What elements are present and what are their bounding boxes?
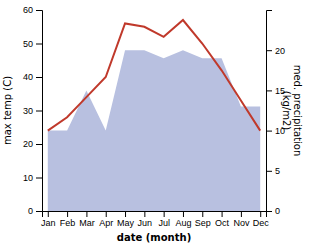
y-tick: 10 — [23, 173, 42, 183]
x-tick: Dec — [253, 211, 270, 228]
y-tick: 60 — [23, 5, 42, 15]
x-tick: May — [117, 211, 135, 228]
y2-axis-line — [267, 11, 273, 212]
x-tick-label: Jul — [158, 218, 170, 228]
y-tick: 30 — [23, 106, 42, 116]
x-tick-mark — [125, 211, 126, 217]
x-tick: Jul — [158, 211, 170, 228]
y2-tick-label: 20 — [275, 46, 285, 56]
y-tick-label: 50 — [23, 39, 33, 49]
x-tick-mark — [164, 211, 165, 217]
x-axis-line — [43, 212, 267, 218]
y2-tick-label: 5 — [275, 166, 280, 176]
x-tick: Sep — [195, 211, 211, 228]
chart: Jan FebMar Apr MayJun Jul Aug Sep OctNovDec 0 10 2… — [0, 0, 318, 247]
x-tick-label: Apr — [99, 218, 113, 228]
y-tick-label: 40 — [23, 72, 33, 82]
y2-tick-mark — [266, 211, 272, 212]
x-tick-label: May — [117, 218, 135, 228]
y-tick: 0 — [28, 206, 42, 216]
y-tick-mark — [36, 144, 42, 145]
y2-tick-mark — [266, 90, 272, 91]
x-tick-label: Aug — [175, 218, 191, 228]
x-tick-label: Jun — [138, 218, 153, 228]
y-axis: 0 10 20 30 40 50 60 — [23, 5, 43, 216]
y2-axis-title-line: med. precipitation — [292, 65, 303, 157]
x-tick: Nov — [233, 211, 250, 228]
x-axis-title: date (month) — [117, 232, 191, 243]
plot: Jan FebMar Apr MayJun Jul Aug Sep OctNovDec 0 10 2… — [23, 5, 285, 228]
y2-tick-label: 0 — [275, 206, 280, 216]
x-tick-mark — [86, 211, 87, 217]
x-tick-label: Feb — [60, 218, 76, 228]
y-tick: 40 — [23, 72, 42, 82]
x-tick-mark — [67, 211, 68, 217]
y-tick-label: 20 — [23, 139, 33, 149]
y-tick-label: 10 — [23, 173, 33, 183]
x-tick: Jan — [41, 211, 56, 228]
x-tick-mark — [260, 211, 261, 217]
y-tick-label: 30 — [23, 106, 33, 116]
x-tick: Oct — [215, 211, 230, 228]
y-tick-mark — [36, 211, 42, 212]
y2-axis-title: med. precipitation(kg/m2) — [281, 65, 304, 157]
x-tick: Jun — [138, 211, 153, 228]
y2-axis-title-line: (kg/m2) — [281, 91, 292, 131]
marks — [48, 20, 260, 211]
x-tick-mark — [144, 211, 145, 217]
x-tick-label: Sep — [195, 218, 211, 228]
x-tick-mark — [48, 211, 49, 217]
x-tick-label: Dec — [253, 218, 270, 228]
y2-tick: 0 — [266, 206, 280, 216]
x-tick-mark — [241, 211, 242, 217]
y-tick-mark — [36, 10, 42, 11]
y-tick-mark — [36, 44, 42, 45]
y2-tick-mark — [266, 50, 272, 51]
temperature-line — [48, 20, 260, 131]
x-tick: Aug — [175, 211, 191, 228]
y-tick-mark — [36, 77, 42, 78]
y-axis-title: max temp (C) — [2, 76, 13, 145]
y2-tick-mark — [266, 171, 272, 172]
x-tick-label: Oct — [215, 218, 230, 228]
x-tick-mark — [183, 211, 184, 217]
y-tick-label: 60 — [23, 5, 33, 15]
x-tick-label: Nov — [233, 218, 250, 228]
x-tick: Mar — [79, 211, 95, 228]
x-axis: Jan FebMar Apr MayJun Jul Aug Sep OctNovDec — [41, 211, 269, 228]
x-tick-mark — [222, 211, 223, 217]
y2-tick: 20 — [266, 46, 285, 56]
x-tick-label: Jan — [41, 218, 56, 228]
y-tick-mark — [36, 111, 42, 112]
y2-tick-mark — [266, 131, 272, 132]
y2-tick: 5 — [266, 166, 280, 176]
x-tick-mark — [106, 211, 107, 217]
precipitation-area — [48, 50, 260, 211]
y-axis-line — [36, 11, 43, 212]
y-tick-mark — [36, 178, 42, 179]
x-tick-label: Mar — [79, 218, 95, 228]
x-tick: Apr — [99, 211, 113, 228]
y-tick: 20 — [23, 139, 42, 149]
y-tick: 50 — [23, 39, 42, 49]
x-tick: Feb — [60, 211, 76, 228]
y-tick-label: 0 — [28, 206, 33, 216]
x-tick-mark — [202, 211, 203, 217]
